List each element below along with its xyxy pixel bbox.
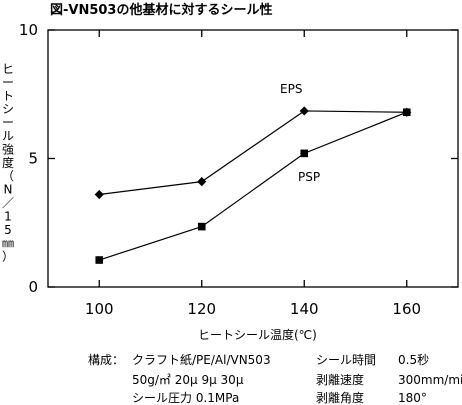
series-line-eps — [99, 110, 407, 196]
notes: 構成： クラフト紙/PE/Al/VN503 50g/㎡ 20μ 9μ 30μ シ… — [88, 352, 462, 405]
peel-speed-value: 300mm/min — [398, 373, 462, 387]
x-tick-label: 160 — [392, 300, 421, 318]
peel-angle-value: 180° — [398, 391, 427, 405]
peel-speed-label: 剥離速度 — [316, 372, 364, 387]
chart-title: 図-VN503の他基材に対するシール性 — [50, 2, 272, 18]
seal-time-label: シール時間 — [316, 353, 376, 367]
y-tick-label: 10 — [19, 21, 38, 39]
data-point-eps — [94, 189, 104, 200]
series-layer — [94, 106, 412, 264]
series-label-eps: EPS — [280, 82, 302, 96]
y-tick-label: 5 — [28, 150, 38, 168]
composition-line1: クラフト紙/PE/Al/VN503 — [132, 352, 271, 367]
composition-line2: 50g/㎡ 20μ 9μ 30μ — [132, 373, 244, 387]
y-axis: 0 5 10 — [19, 21, 458, 296]
x-axis: 100 120 140 160 — [85, 30, 421, 318]
x-axis-label: ヒートシール温度(℃) — [198, 327, 317, 342]
data-point-eps — [299, 106, 309, 116]
data-point-psp — [95, 256, 104, 264]
series-line-psp — [99, 111, 407, 261]
seal-time-value: 0.5秒 — [398, 353, 429, 367]
x-tick-label: 100 — [85, 300, 114, 318]
plot-frame — [47, 29, 459, 288]
data-point-psp — [300, 149, 309, 158]
series-label-psp: PSP — [298, 170, 320, 184]
peel-angle-label: 剥離角度 — [316, 390, 364, 405]
seal-pressure: シール圧力 0.1MPa — [132, 391, 239, 405]
data-point-eps — [197, 177, 207, 187]
y-axis-label: ヒートシール強度（ N ／ 1 5 ㎜） — [2, 62, 14, 264]
x-tick-label: 120 — [187, 300, 216, 318]
x-tick-label: 140 — [290, 300, 319, 318]
data-point-psp — [402, 108, 411, 117]
composition-label: 構成： — [88, 353, 124, 367]
y-tick-label: 0 — [28, 278, 38, 296]
data-point-psp — [197, 222, 206, 231]
